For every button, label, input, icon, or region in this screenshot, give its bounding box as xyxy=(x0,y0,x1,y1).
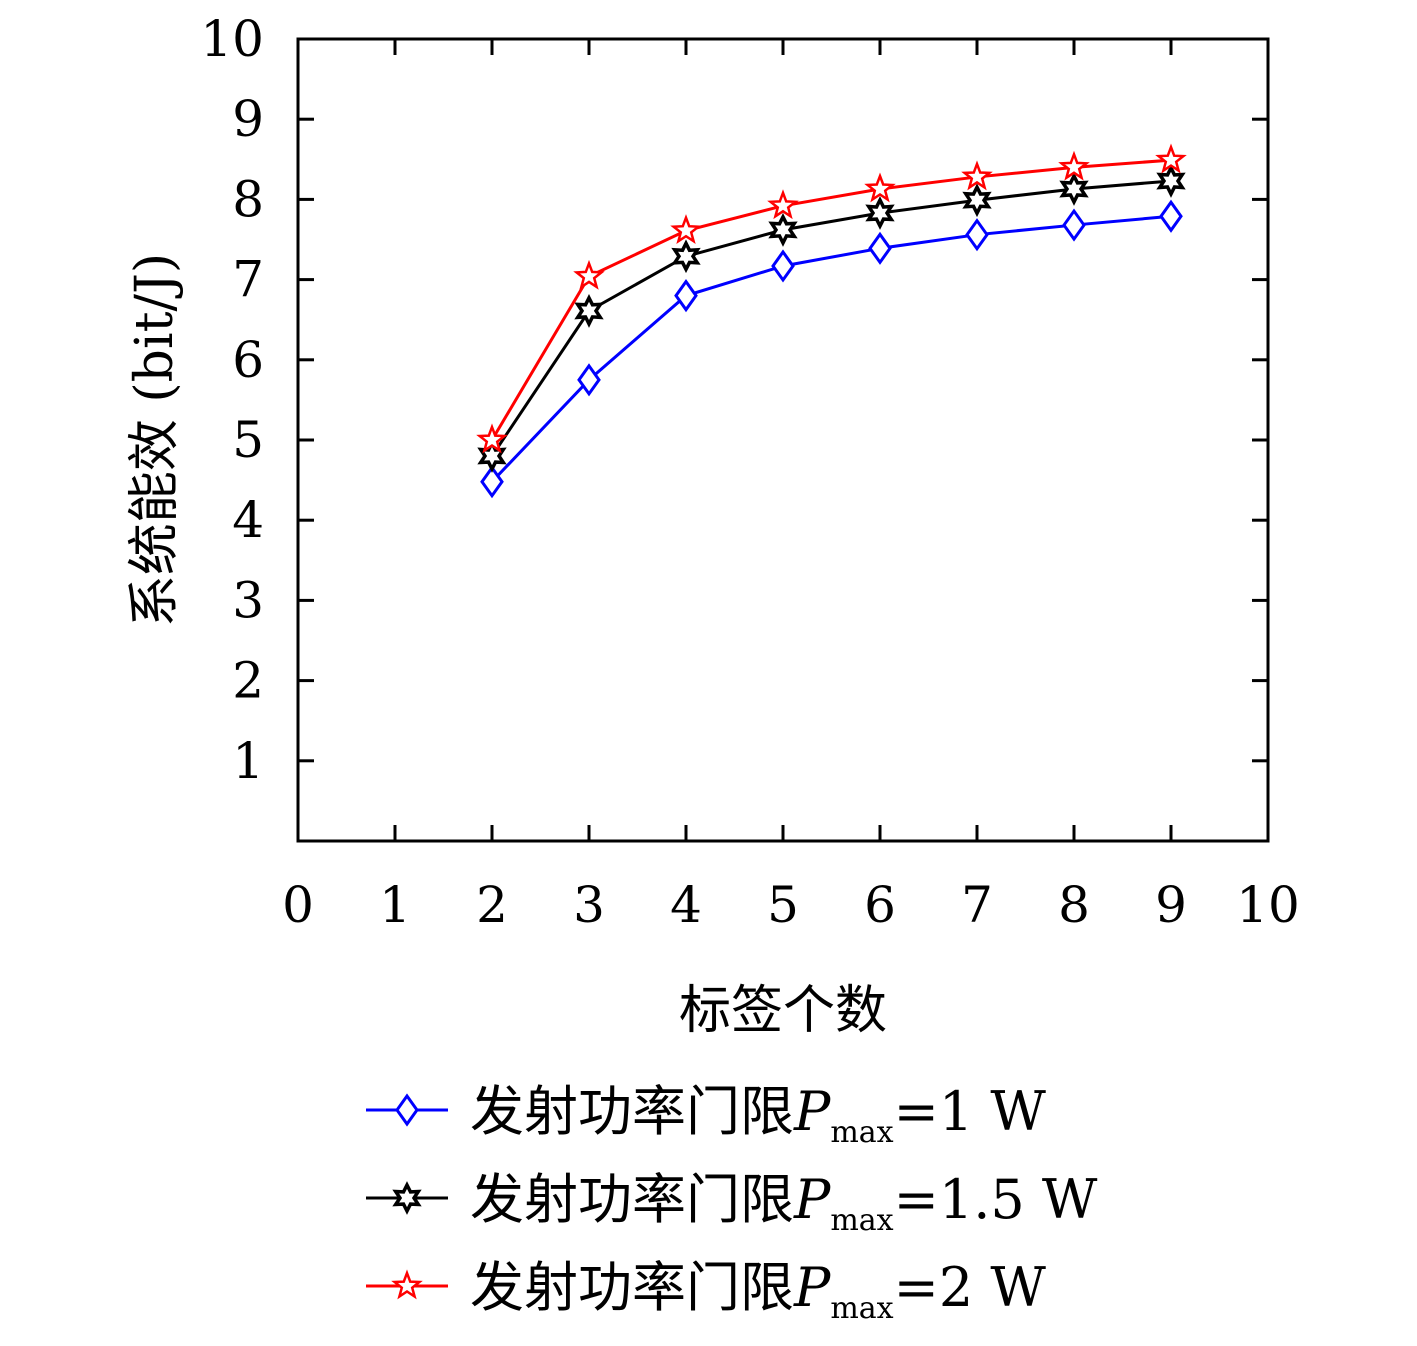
legend-prefix: 发射功率门限 xyxy=(470,1080,794,1143)
y-tick-label: 9 xyxy=(232,90,264,148)
legend-subscript: max xyxy=(830,1115,893,1150)
pentagram-marker xyxy=(961,160,993,191)
diamond-marker xyxy=(395,1093,419,1127)
series-line xyxy=(490,158,1172,441)
hexagram-marker xyxy=(768,213,798,247)
legend-prefix: 发射功率门限 xyxy=(470,1168,794,1231)
series-line xyxy=(490,179,1172,457)
hexagram-marker xyxy=(962,183,992,218)
legend-label: 发射功率门限Pmax=1.5 W xyxy=(470,1168,1098,1238)
x-tick-label: 1 xyxy=(379,876,411,934)
x-tick-label: 2 xyxy=(476,876,508,934)
hexagram-marker xyxy=(574,294,604,328)
x-tick-label: 8 xyxy=(1058,876,1090,934)
y-tick-label: 4 xyxy=(232,491,264,549)
legend-variable: P xyxy=(793,1080,832,1143)
y-tick-label: 5 xyxy=(232,411,264,469)
x-tick-label: 3 xyxy=(573,876,605,934)
legend-suffix: =1 W xyxy=(894,1080,1047,1143)
hexagram-marker xyxy=(477,439,507,473)
y-tick-label: 2 xyxy=(232,652,264,710)
diamond-marker xyxy=(577,363,601,397)
diamond-marker xyxy=(771,249,795,283)
legend-suffix: =1.5 W xyxy=(894,1168,1098,1231)
x-tick-label: 10 xyxy=(1236,876,1300,934)
legend-subscript: max xyxy=(830,1291,893,1326)
diamond-marker xyxy=(674,279,698,313)
x-tick-label: 7 xyxy=(961,876,993,934)
y-tick-label: 10 xyxy=(200,10,264,68)
x-tick-label: 5 xyxy=(767,876,799,934)
plot-frame xyxy=(296,37,1270,843)
legend-suffix: =2 W xyxy=(894,1256,1047,1319)
hexagram-marker xyxy=(1059,172,1089,206)
series-line xyxy=(490,214,1172,483)
x-tick-label: 9 xyxy=(1155,876,1187,934)
series-3 xyxy=(476,143,1187,454)
legend-prefix: 发射功率门限 xyxy=(470,1256,794,1319)
pentagram-marker xyxy=(391,1269,423,1300)
x-tick-label: 4 xyxy=(670,876,702,934)
legend-item-1: 发射功率门限Pmax=1 W xyxy=(366,1080,1046,1150)
pentagram-marker xyxy=(864,172,896,203)
legend-subscript: max xyxy=(830,1203,893,1238)
hexagram-marker xyxy=(392,1181,422,1215)
pentagram-marker xyxy=(670,214,702,245)
pentagram-marker xyxy=(476,423,508,454)
y-tick-label: 6 xyxy=(232,331,264,389)
diamond-marker xyxy=(480,465,504,499)
x-tick-label: 0 xyxy=(282,876,314,934)
series-group xyxy=(476,143,1187,499)
legend-item-2: 发射功率门限Pmax=1.5 W xyxy=(366,1168,1098,1238)
hexagram-marker xyxy=(865,196,895,230)
pentagram-marker xyxy=(1155,143,1187,174)
diamond-marker xyxy=(868,231,892,265)
legend-label: 发射功率门限Pmax=1 W xyxy=(470,1080,1046,1150)
diamond-marker xyxy=(965,218,989,252)
y-tick-label: 1 xyxy=(232,732,264,790)
y-axis-title: 系统能效 (bit/J) xyxy=(125,253,185,627)
series-1 xyxy=(480,199,1183,499)
diamond-marker xyxy=(1159,199,1183,233)
legend-label: 发射功率门限Pmax=2 W xyxy=(470,1256,1046,1326)
axis-ticks: 0 1 2 3 4 5 6 7 8 9 10 1 2 3 4 5 6 7 8 9 10 xyxy=(200,10,1299,934)
series-2 xyxy=(477,164,1186,473)
x-axis-title: 标签个数 xyxy=(679,981,887,1041)
y-tick-label: 8 xyxy=(232,170,264,228)
legend-variable: P xyxy=(793,1168,832,1231)
legend-item-3: 发射功率门限Pmax=2 W xyxy=(366,1256,1046,1326)
pentagram-marker xyxy=(1058,150,1090,181)
x-tick-label: 6 xyxy=(864,876,896,934)
pentagram-marker xyxy=(767,189,799,220)
y-tick-label: 3 xyxy=(232,571,264,629)
y-tick-label: 7 xyxy=(232,251,264,309)
diamond-marker xyxy=(1062,208,1086,242)
hexagram-marker xyxy=(1156,164,1186,198)
legend-variable: P xyxy=(793,1256,832,1319)
hexagram-marker xyxy=(671,239,701,274)
pentagram-marker xyxy=(573,259,605,290)
